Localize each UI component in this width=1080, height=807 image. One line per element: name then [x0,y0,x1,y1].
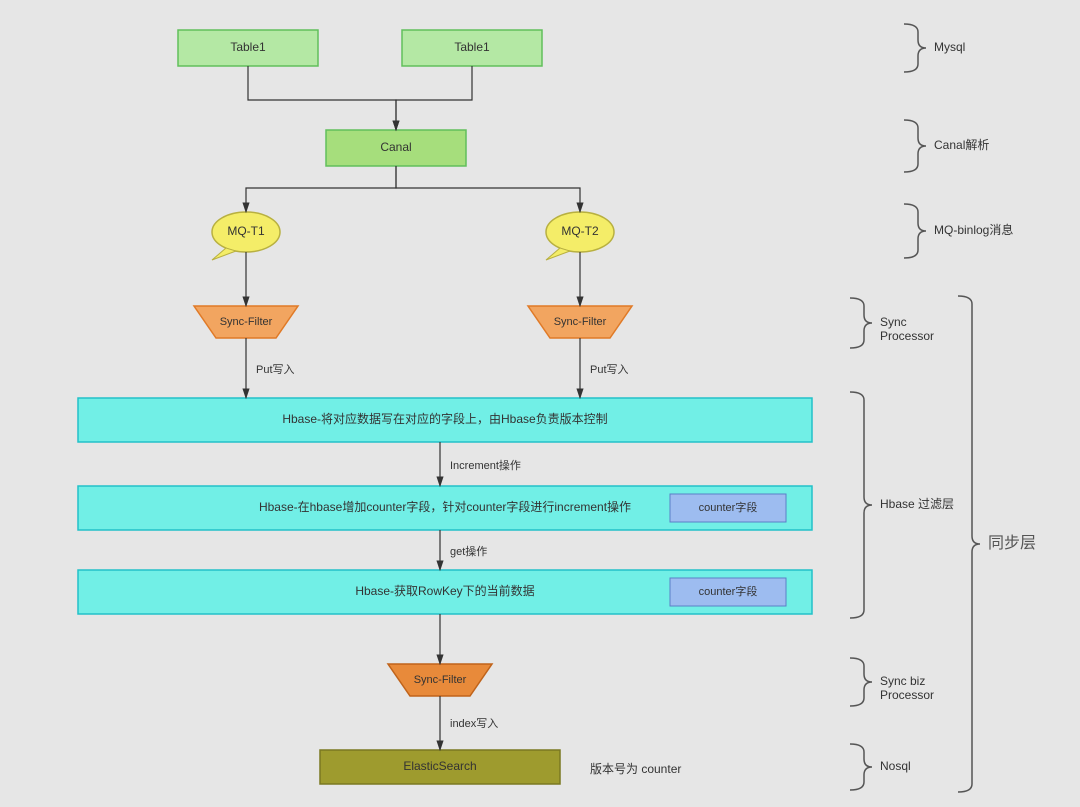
svg-text:Sync-Filter: Sync-Filter [554,316,607,328]
node-table2: Table1 [402,30,542,66]
svg-text:Hbase-在hbase增加counter字段，针对coun: Hbase-在hbase增加counter字段，针对counter字段进行inc… [259,499,631,514]
svg-text:ElasticSearch: ElasticSearch [403,759,476,773]
svg-text:Table1: Table1 [230,40,266,54]
svg-text:Put写入: Put写入 [590,364,629,376]
brace-5: Sync bizProcessor [850,658,934,706]
svg-text:Mysql: Mysql [934,40,965,54]
node-sync-filter-1: Sync-Filter [194,306,298,338]
edge-0 [248,66,396,130]
svg-text:Canal: Canal [380,140,411,154]
node-hbase-1: Hbase-将对应数据写在对应的字段上，由Hbase负责版本控制 [78,398,812,442]
svg-text:版本号为 counter: 版本号为 counter [590,762,681,776]
brace-6: Nosql [850,744,911,790]
node-sync-filter-3: Sync-Filter [388,664,492,696]
brace-outer: 同步层 [958,296,1036,792]
node-canal: Canal [326,130,466,166]
brace-1: Canal解析 [904,120,989,172]
svg-text:counter字段: counter字段 [699,500,758,514]
brace-2: MQ-binlog消息 [904,204,1013,258]
svg-text:MQ-T2: MQ-T2 [561,224,599,238]
svg-text:Hbase-获取RowKey下的当前数据: Hbase-获取RowKey下的当前数据 [355,583,534,598]
edge-1 [396,66,472,130]
edge-3 [396,166,580,212]
svg-text:Nosql: Nosql [880,759,911,773]
svg-text:Hbase-将对应数据写在对应的字段上，由Hbase负责版本: Hbase-将对应数据写在对应的字段上，由Hbase负责版本控制 [282,411,607,426]
svg-text:Table1: Table1 [454,40,490,54]
svg-text:Canal解析: Canal解析 [934,138,989,152]
brace-0: Mysql [904,24,965,72]
svg-text:同步层: 同步层 [988,534,1036,552]
brace-3: SyncProcessor [850,298,934,348]
svg-text:Hbase 过滤层: Hbase 过滤层 [880,497,954,511]
svg-text:Processor: Processor [880,329,934,343]
svg-text:Put写入: Put写入 [256,364,295,376]
svg-text:counter字段: counter字段 [699,584,758,598]
node-table1: Table1 [178,30,318,66]
svg-text:Increment操作: Increment操作 [450,458,521,472]
node-sync-filter-2: Sync-Filter [528,306,632,338]
svg-text:Sync biz: Sync biz [880,674,925,688]
node-counter-1: counter字段 [670,494,786,522]
node-counter-2: counter字段 [670,578,786,606]
svg-text:index写入: index写入 [450,718,498,730]
svg-text:MQ-binlog消息: MQ-binlog消息 [934,222,1013,237]
svg-text:Sync: Sync [880,315,907,329]
svg-text:MQ-T1: MQ-T1 [227,224,265,238]
svg-text:Sync-Filter: Sync-Filter [414,674,467,686]
svg-text:Processor: Processor [880,688,934,702]
brace-4: Hbase 过滤层 [850,392,954,618]
svg-text:Sync-Filter: Sync-Filter [220,316,273,328]
svg-text:get操作: get操作 [450,544,487,558]
node-elasticsearch: ElasticSearch [320,750,560,784]
edge-2 [246,166,396,212]
